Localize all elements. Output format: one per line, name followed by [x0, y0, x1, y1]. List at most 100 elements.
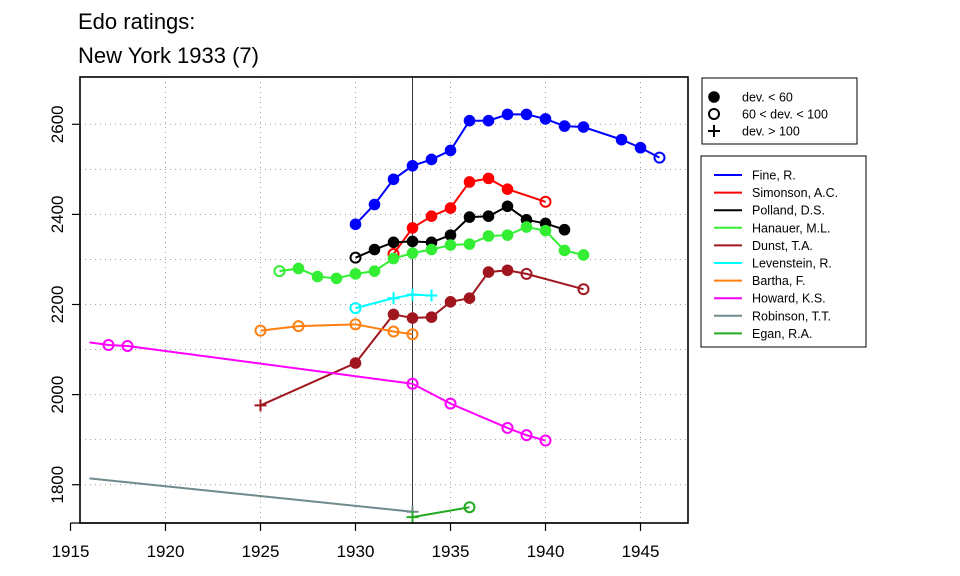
- data-point: [425, 153, 438, 166]
- series-9: [406, 501, 476, 524]
- data-point: [444, 144, 457, 157]
- data-point: [425, 311, 438, 323]
- data-point: [368, 198, 381, 211]
- data-point: [406, 377, 419, 390]
- data-point: [349, 251, 362, 264]
- series-0: [349, 108, 666, 231]
- data-point: [406, 511, 419, 524]
- data-point: [482, 114, 495, 127]
- data-point: [444, 229, 457, 241]
- series-line: [260, 323, 413, 336]
- series-4: [254, 264, 590, 412]
- data-point: [311, 270, 324, 283]
- chart-title: Edo ratings:: [78, 9, 195, 34]
- series-line: [354, 113, 660, 226]
- data-point: [577, 249, 590, 261]
- data-point: [539, 434, 552, 447]
- marker-legend-symbol: [708, 91, 720, 103]
- x-tick-label: 1940: [527, 542, 565, 561]
- data-point: [520, 267, 533, 280]
- data-point: [501, 108, 514, 121]
- y-tick-label: 1800: [48, 466, 67, 504]
- series-3: [273, 221, 590, 285]
- series-group: [89, 108, 666, 524]
- series-legend: Fine, R. Simonson, A.C. Polland, D.S. Hanau…: [700, 155, 867, 348]
- series-7: [89, 339, 552, 447]
- y-tick-label: 2600: [48, 105, 67, 143]
- data-point: [406, 312, 419, 324]
- data-point: [425, 289, 438, 302]
- series-legend-label: Simonson, A.C.: [752, 186, 838, 200]
- data-point: [463, 292, 476, 304]
- data-point: [349, 357, 362, 369]
- data-point: [444, 202, 457, 214]
- x-tick-label: 1935: [432, 542, 470, 561]
- data-point: [406, 328, 419, 341]
- data-point: [463, 238, 476, 250]
- data-point: [615, 133, 628, 146]
- data-point: [482, 210, 495, 223]
- data-point: [501, 229, 514, 241]
- data-point: [406, 222, 419, 234]
- data-point: [387, 325, 400, 338]
- series-line: [89, 477, 413, 513]
- series-legend-label: Polland, D.S.: [752, 204, 825, 218]
- series-legend-label: Robinson, T.T.: [752, 309, 831, 323]
- data-point: [406, 159, 419, 172]
- x-tick-label: 1945: [622, 542, 660, 561]
- x-tick-label: 1930: [337, 542, 375, 561]
- data-point: [254, 399, 267, 412]
- series-legend-label: Howard, K.S.: [752, 292, 826, 306]
- marker-legend-symbol: [708, 125, 720, 137]
- y-tick-label: 2200: [48, 286, 67, 324]
- data-point: [292, 262, 305, 275]
- data-point: [577, 121, 590, 133]
- series-2: [349, 200, 571, 264]
- data-point: [558, 120, 571, 132]
- series-line: [412, 506, 470, 519]
- series-legend-label: Dunst, T.A.: [752, 239, 813, 253]
- data-point: [520, 429, 533, 442]
- series-legend-label: Egan, R.A.: [752, 327, 812, 341]
- data-point: [121, 339, 134, 352]
- data-point: [425, 243, 438, 256]
- data-point: [425, 210, 438, 223]
- data-point: [501, 183, 514, 195]
- data-point: [102, 339, 115, 352]
- series-8: [89, 477, 419, 518]
- data-point: [349, 268, 362, 280]
- data-point: [349, 318, 362, 331]
- data-point: [349, 218, 362, 231]
- data-point: [482, 266, 495, 278]
- data-point: [501, 421, 514, 434]
- series-line: [355, 293, 432, 310]
- data-point: [406, 235, 419, 248]
- data-point: [387, 236, 400, 249]
- data-point: [406, 288, 419, 301]
- data-point: [520, 108, 533, 121]
- series-5: [349, 288, 438, 315]
- data-point: [292, 320, 305, 333]
- data-point: [558, 223, 571, 236]
- data-point: [539, 195, 552, 208]
- data-point: [539, 224, 552, 237]
- data-point: [254, 324, 267, 337]
- series-line: [89, 341, 546, 442]
- data-point: [444, 397, 457, 410]
- data-point: [501, 264, 514, 277]
- data-point: [463, 501, 476, 514]
- data-point: [482, 172, 495, 185]
- series-line: [260, 269, 584, 407]
- data-point: [539, 113, 552, 125]
- data-point: [387, 292, 400, 305]
- marker-legend: dev. < 60 60 < dev. < 100 dev. > 100: [701, 77, 858, 145]
- data-point: [558, 244, 571, 257]
- x-tick-label: 1915: [52, 542, 90, 561]
- y-tick-label: 2000: [48, 376, 67, 414]
- marker-legend-label: dev. > 100: [742, 125, 800, 139]
- marker-legend-symbol: [708, 108, 720, 120]
- data-point: [482, 230, 495, 242]
- data-point: [387, 173, 400, 186]
- marker-legend-label: 60 < dev. < 100: [742, 108, 828, 122]
